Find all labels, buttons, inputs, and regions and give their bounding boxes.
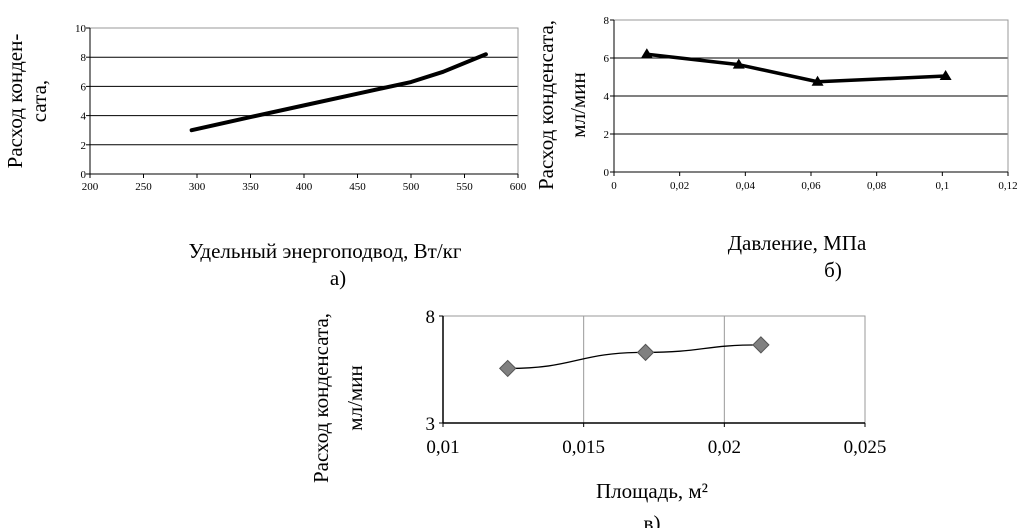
chart-panel-1: 200 250 300 350 400 450 500 550 600 0 2 4 6 8 10 Расход…	[3, 23, 527, 290]
y-tick-label: 2	[604, 129, 610, 141]
data-point	[498, 359, 517, 378]
y-tick-label: 10	[75, 23, 87, 35]
x-tick-label: 0,02	[670, 180, 689, 192]
x-tick-label: 300	[189, 181, 206, 193]
y-axis-title: сата,	[27, 80, 51, 122]
y-axis-title: мл/мин	[343, 365, 367, 430]
plot-area	[89, 27, 519, 175]
y-tick-label: 2	[81, 140, 87, 152]
y-tick-label: 6	[604, 53, 610, 65]
x-tick-label: 0,04	[736, 180, 756, 192]
y-tick-label: 6	[81, 81, 87, 93]
y-tick-label: 0	[604, 167, 610, 179]
x-tick-label: 600	[510, 181, 527, 193]
y-tick-label: 0	[81, 169, 87, 181]
series-line	[507, 344, 762, 370]
series-line	[645, 52, 948, 84]
data-point	[811, 75, 824, 86]
x-tick-label: 0,06	[801, 180, 821, 192]
x-axis-title: Площадь, м²	[596, 479, 708, 503]
y-axis-title: Расход конденсата,	[309, 313, 333, 483]
panel-label: в)	[644, 511, 661, 528]
x-tick-label: 200	[82, 181, 99, 193]
y-tick-label: 8	[604, 15, 610, 27]
x-tick-label: 400	[296, 181, 313, 193]
data-point	[636, 343, 655, 362]
x-tick-label: 0,015	[562, 437, 605, 458]
data-point	[752, 336, 770, 354]
x-tick-label: 550	[456, 181, 473, 193]
x-tick-label: 250	[135, 181, 152, 193]
x-tick-label: 0,01	[426, 437, 459, 458]
panel-label: б)	[824, 258, 842, 282]
x-tick-label: 0,1	[935, 180, 949, 192]
y-axis-title: Расход конденсата,	[534, 20, 558, 190]
y-tick-label: 8	[426, 307, 436, 328]
x-tick-label: 0,02	[708, 437, 741, 458]
series-line	[189, 52, 488, 133]
data-point	[640, 48, 653, 59]
panel-label: а)	[330, 266, 346, 290]
y-tick-label: 8	[81, 52, 87, 64]
x-axis-title: Удельный энергоподвод, Вт/кг	[189, 239, 462, 263]
chart-panel-3: 0,01 0,015 0,02 0,025 3 8 Расход конденсата, мл…	[309, 307, 886, 528]
x-axis-title: Давление, МПа	[728, 231, 867, 255]
x-tick-label: 0,08	[867, 180, 887, 192]
x-tick-label: 0,12	[998, 180, 1017, 192]
x-tick-label: 0	[611, 180, 617, 192]
y-tick-label: 4	[604, 91, 610, 103]
y-tick-label: 4	[81, 111, 87, 123]
data-point	[939, 70, 952, 81]
x-tick-label: 0,025	[844, 437, 887, 458]
chart-panel-2: 0 0,02 0,04 0,06 0,08 0,1 0,12 0 2 4 6 8 Расход конд…	[534, 15, 1018, 282]
x-tick-label: 500	[403, 181, 420, 193]
y-tick-label: 3	[426, 414, 436, 435]
y-axis-title: Расход конден-	[3, 34, 27, 169]
data-point	[732, 58, 745, 69]
x-tick-label: 350	[242, 181, 259, 193]
x-tick-label: 450	[349, 181, 366, 193]
y-axis-title: мл/мин	[566, 72, 590, 137]
